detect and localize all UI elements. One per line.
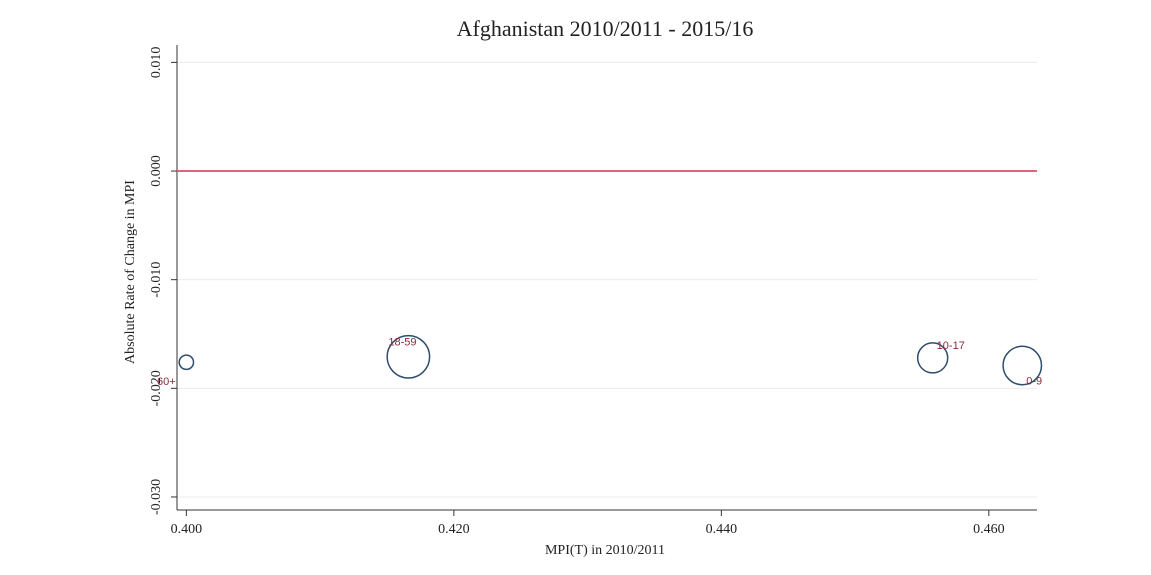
y-tick-label: 0.000 [149, 155, 164, 187]
x-axis-title: MPI(T) in 2010/2011 [545, 543, 665, 558]
y-tick-label: -0.030 [149, 479, 164, 515]
x-tick-label: 0.460 [973, 522, 1005, 537]
bubble [178, 354, 195, 371]
point-label: 10-17 [937, 340, 965, 352]
point-label: 0-9 [1026, 375, 1042, 387]
x-tick-label: 0.420 [438, 522, 470, 537]
y-tick-label: -0.010 [149, 262, 164, 298]
point-label: 60+ [157, 376, 176, 388]
bubble [1002, 345, 1043, 386]
bubble [916, 342, 949, 374]
bubble [386, 334, 431, 379]
y-tick-label: 0.010 [149, 47, 164, 79]
point-label: 18-59 [388, 337, 416, 349]
x-tick-label: 0.440 [706, 522, 738, 537]
y-tick-label: -0.020 [149, 370, 164, 406]
y-axis-title: Absolute Rate of Change in MPI [123, 180, 138, 364]
x-tick-label: 0.400 [171, 522, 203, 537]
chart-title: Afghanistan 2010/2011 - 2015/16 [457, 16, 754, 41]
